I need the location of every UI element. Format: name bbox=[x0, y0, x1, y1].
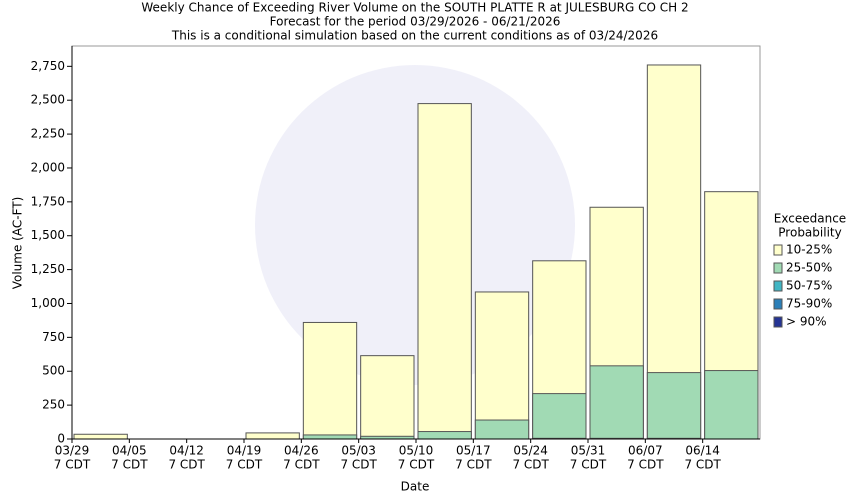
bar bbox=[704, 370, 759, 440]
bar bbox=[532, 393, 587, 440]
bar bbox=[417, 431, 472, 440]
bar bbox=[302, 321, 358, 440]
x-tick-label: 03/29 bbox=[55, 444, 90, 458]
bar bbox=[73, 433, 128, 440]
x-tick-label: 05/03 bbox=[341, 444, 376, 458]
x-tick-label: 7 CDT bbox=[340, 458, 377, 472]
legend-label: 10-25% bbox=[786, 243, 832, 257]
y-tick-label: 1,250 bbox=[31, 262, 65, 276]
bar bbox=[474, 419, 530, 440]
bar bbox=[302, 434, 358, 440]
y-tick-label: 2,250 bbox=[31, 127, 65, 141]
x-tick-label: 04/19 bbox=[227, 444, 262, 458]
x-tick-label: 7 CDT bbox=[512, 458, 549, 472]
bar bbox=[589, 365, 644, 440]
legend-title: Exceedance bbox=[774, 212, 846, 226]
legend-label: > 90% bbox=[786, 315, 827, 329]
bar bbox=[360, 355, 415, 440]
x-tick-label: 06/07 bbox=[628, 444, 663, 458]
x-tick-label: 7 CDT bbox=[627, 458, 664, 472]
y-axis-label: Volume (AC-FT) bbox=[11, 197, 25, 290]
x-tick-label: 05/17 bbox=[456, 444, 491, 458]
x-tick-label: 7 CDT bbox=[226, 458, 263, 472]
y-tick-label: 1,000 bbox=[31, 296, 65, 310]
legend-swatch bbox=[773, 316, 783, 328]
x-tick-label: 7 CDT bbox=[398, 458, 435, 472]
x-tick-label: 7 CDT bbox=[111, 458, 148, 472]
x-tick-label: 7 CDT bbox=[570, 458, 607, 472]
bar bbox=[474, 291, 530, 440]
x-tick-label: 7 CDT bbox=[168, 458, 205, 472]
x-tick-label: 06/14 bbox=[685, 444, 720, 458]
y-tick-label: 2,000 bbox=[31, 160, 65, 174]
y-tick-label: 500 bbox=[42, 364, 65, 378]
y-tick-label: 0 bbox=[57, 432, 65, 446]
y-tick-label: 750 bbox=[42, 330, 65, 344]
legend-label: 50-75% bbox=[786, 279, 832, 293]
x-tick-label: 05/24 bbox=[513, 444, 548, 458]
x-tick-label: 04/12 bbox=[169, 444, 204, 458]
chart-title: This is a conditional simulation based o… bbox=[171, 29, 658, 43]
legend-label: 25-50% bbox=[786, 261, 832, 275]
x-tick-label: 04/26 bbox=[284, 444, 319, 458]
x-tick-label: 05/31 bbox=[571, 444, 606, 458]
legend-swatch bbox=[773, 280, 783, 292]
x-tick-label: 7 CDT bbox=[283, 458, 320, 472]
chart-title: Forecast for the period 03/29/2026 - 06/… bbox=[270, 15, 561, 29]
legend-swatch bbox=[773, 244, 783, 256]
x-tick-label: 7 CDT bbox=[54, 458, 91, 472]
x-tick-label: 04/05 bbox=[112, 444, 147, 458]
bar bbox=[417, 103, 472, 440]
bar bbox=[245, 432, 300, 440]
x-tick-label: 05/10 bbox=[399, 444, 434, 458]
y-tick-label: 250 bbox=[42, 398, 65, 412]
chart-title: Weekly Chance of Exceeding River Volume … bbox=[141, 1, 688, 15]
y-tick-label: 2,500 bbox=[31, 93, 65, 107]
legend-swatch bbox=[773, 298, 783, 310]
bar bbox=[646, 372, 702, 440]
x-axis-label: Date bbox=[401, 480, 430, 494]
x-tick-label: 7 CDT bbox=[455, 458, 492, 472]
y-tick-label: 2,750 bbox=[31, 59, 65, 73]
legend-label: 75-90% bbox=[786, 297, 832, 311]
y-tick-label: 1,750 bbox=[31, 194, 65, 208]
x-tick-label: 7 CDT bbox=[684, 458, 721, 472]
legend-title: Probability bbox=[778, 226, 841, 240]
legend-swatch bbox=[773, 262, 783, 274]
y-tick-label: 1,500 bbox=[31, 228, 65, 242]
